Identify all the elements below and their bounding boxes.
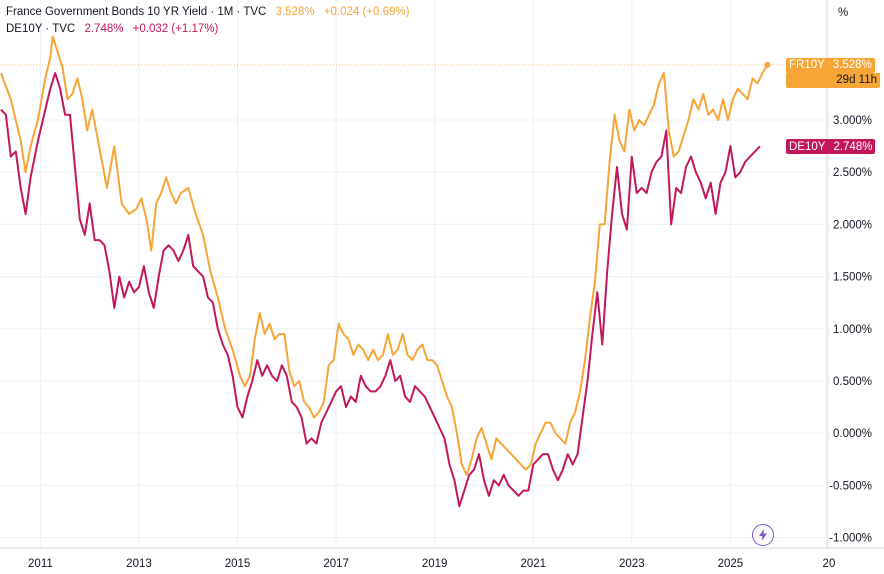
series-line-fr10y — [0, 35, 769, 476]
y-tick-label: -1.000% — [829, 533, 872, 545]
x-tick-label: 2019 — [422, 558, 448, 570]
x-tick-label: 2023 — [619, 558, 645, 570]
x-tick-label: 2013 — [126, 558, 152, 570]
legend-fr-value: 3.528% — [275, 6, 315, 18]
de-price-symbol: DE10Y — [789, 140, 826, 153]
y-tick-label: 0.500% — [833, 376, 872, 388]
legend-fr-title: France Government Bonds 10 YR Yield · 1M… — [6, 6, 267, 18]
x-axis-ticks: 2011 2013 2015 2017 2019 2021 2023 2025 20 — [28, 558, 835, 570]
y-tick-label: 1.000% — [833, 324, 872, 336]
legend-de-title: DE10Y · TVC — [6, 23, 76, 35]
y-axis-ticks: 3.000% 2.500% 2.000% 1.500% 1.000% 0.500% 0.00… — [829, 115, 872, 545]
x-tick-label: 2021 — [520, 558, 546, 570]
fr-countdown: 29d 11h — [786, 72, 880, 88]
legend-de[interactable]: DE10Y · TVC 2.748% +0.032 (+1.17%) — [6, 23, 218, 35]
x-tick-label: 2015 — [225, 558, 251, 570]
y-tick-label: 2.500% — [833, 167, 872, 179]
x-tick-label: 2025 — [718, 558, 744, 570]
y-tick-label: 2.000% — [833, 219, 872, 231]
y-tick-label: 0.000% — [833, 428, 872, 440]
de-price-value: 2.748% — [833, 140, 873, 153]
fr-price-value: 3.528% — [832, 59, 872, 72]
legend-de-change: +0.032 (+1.17%) — [132, 23, 219, 35]
series-line-de10y — [0, 72, 761, 508]
lightning-icon[interactable] — [752, 524, 774, 546]
fr-price-label: FR10Y 3.528% — [786, 57, 875, 73]
legend-fr[interactable]: France Government Bonds 10 YR Yield · 1M… — [6, 6, 409, 18]
x-tick-label: 20 — [823, 558, 836, 570]
x-tick-label: 2011 — [28, 558, 53, 570]
fr-last-point — [764, 61, 771, 68]
series-lines — [0, 35, 769, 508]
legend-fr-change: +0.024 (+0.69%) — [323, 6, 410, 18]
de-price-label: DE10Y 2.748% — [786, 139, 876, 155]
x-tick-label: 2017 — [323, 558, 349, 570]
axis-unit[interactable]: % — [838, 7, 849, 19]
y-tick-label: -0.500% — [829, 480, 872, 492]
y-tick-label: 3.000% — [833, 115, 872, 127]
y-tick-label: 1.500% — [833, 272, 872, 284]
grid-lines — [0, 0, 830, 548]
fr-price-symbol: FR10Y — [789, 59, 825, 72]
legend-de-value: 2.748% — [84, 23, 124, 35]
